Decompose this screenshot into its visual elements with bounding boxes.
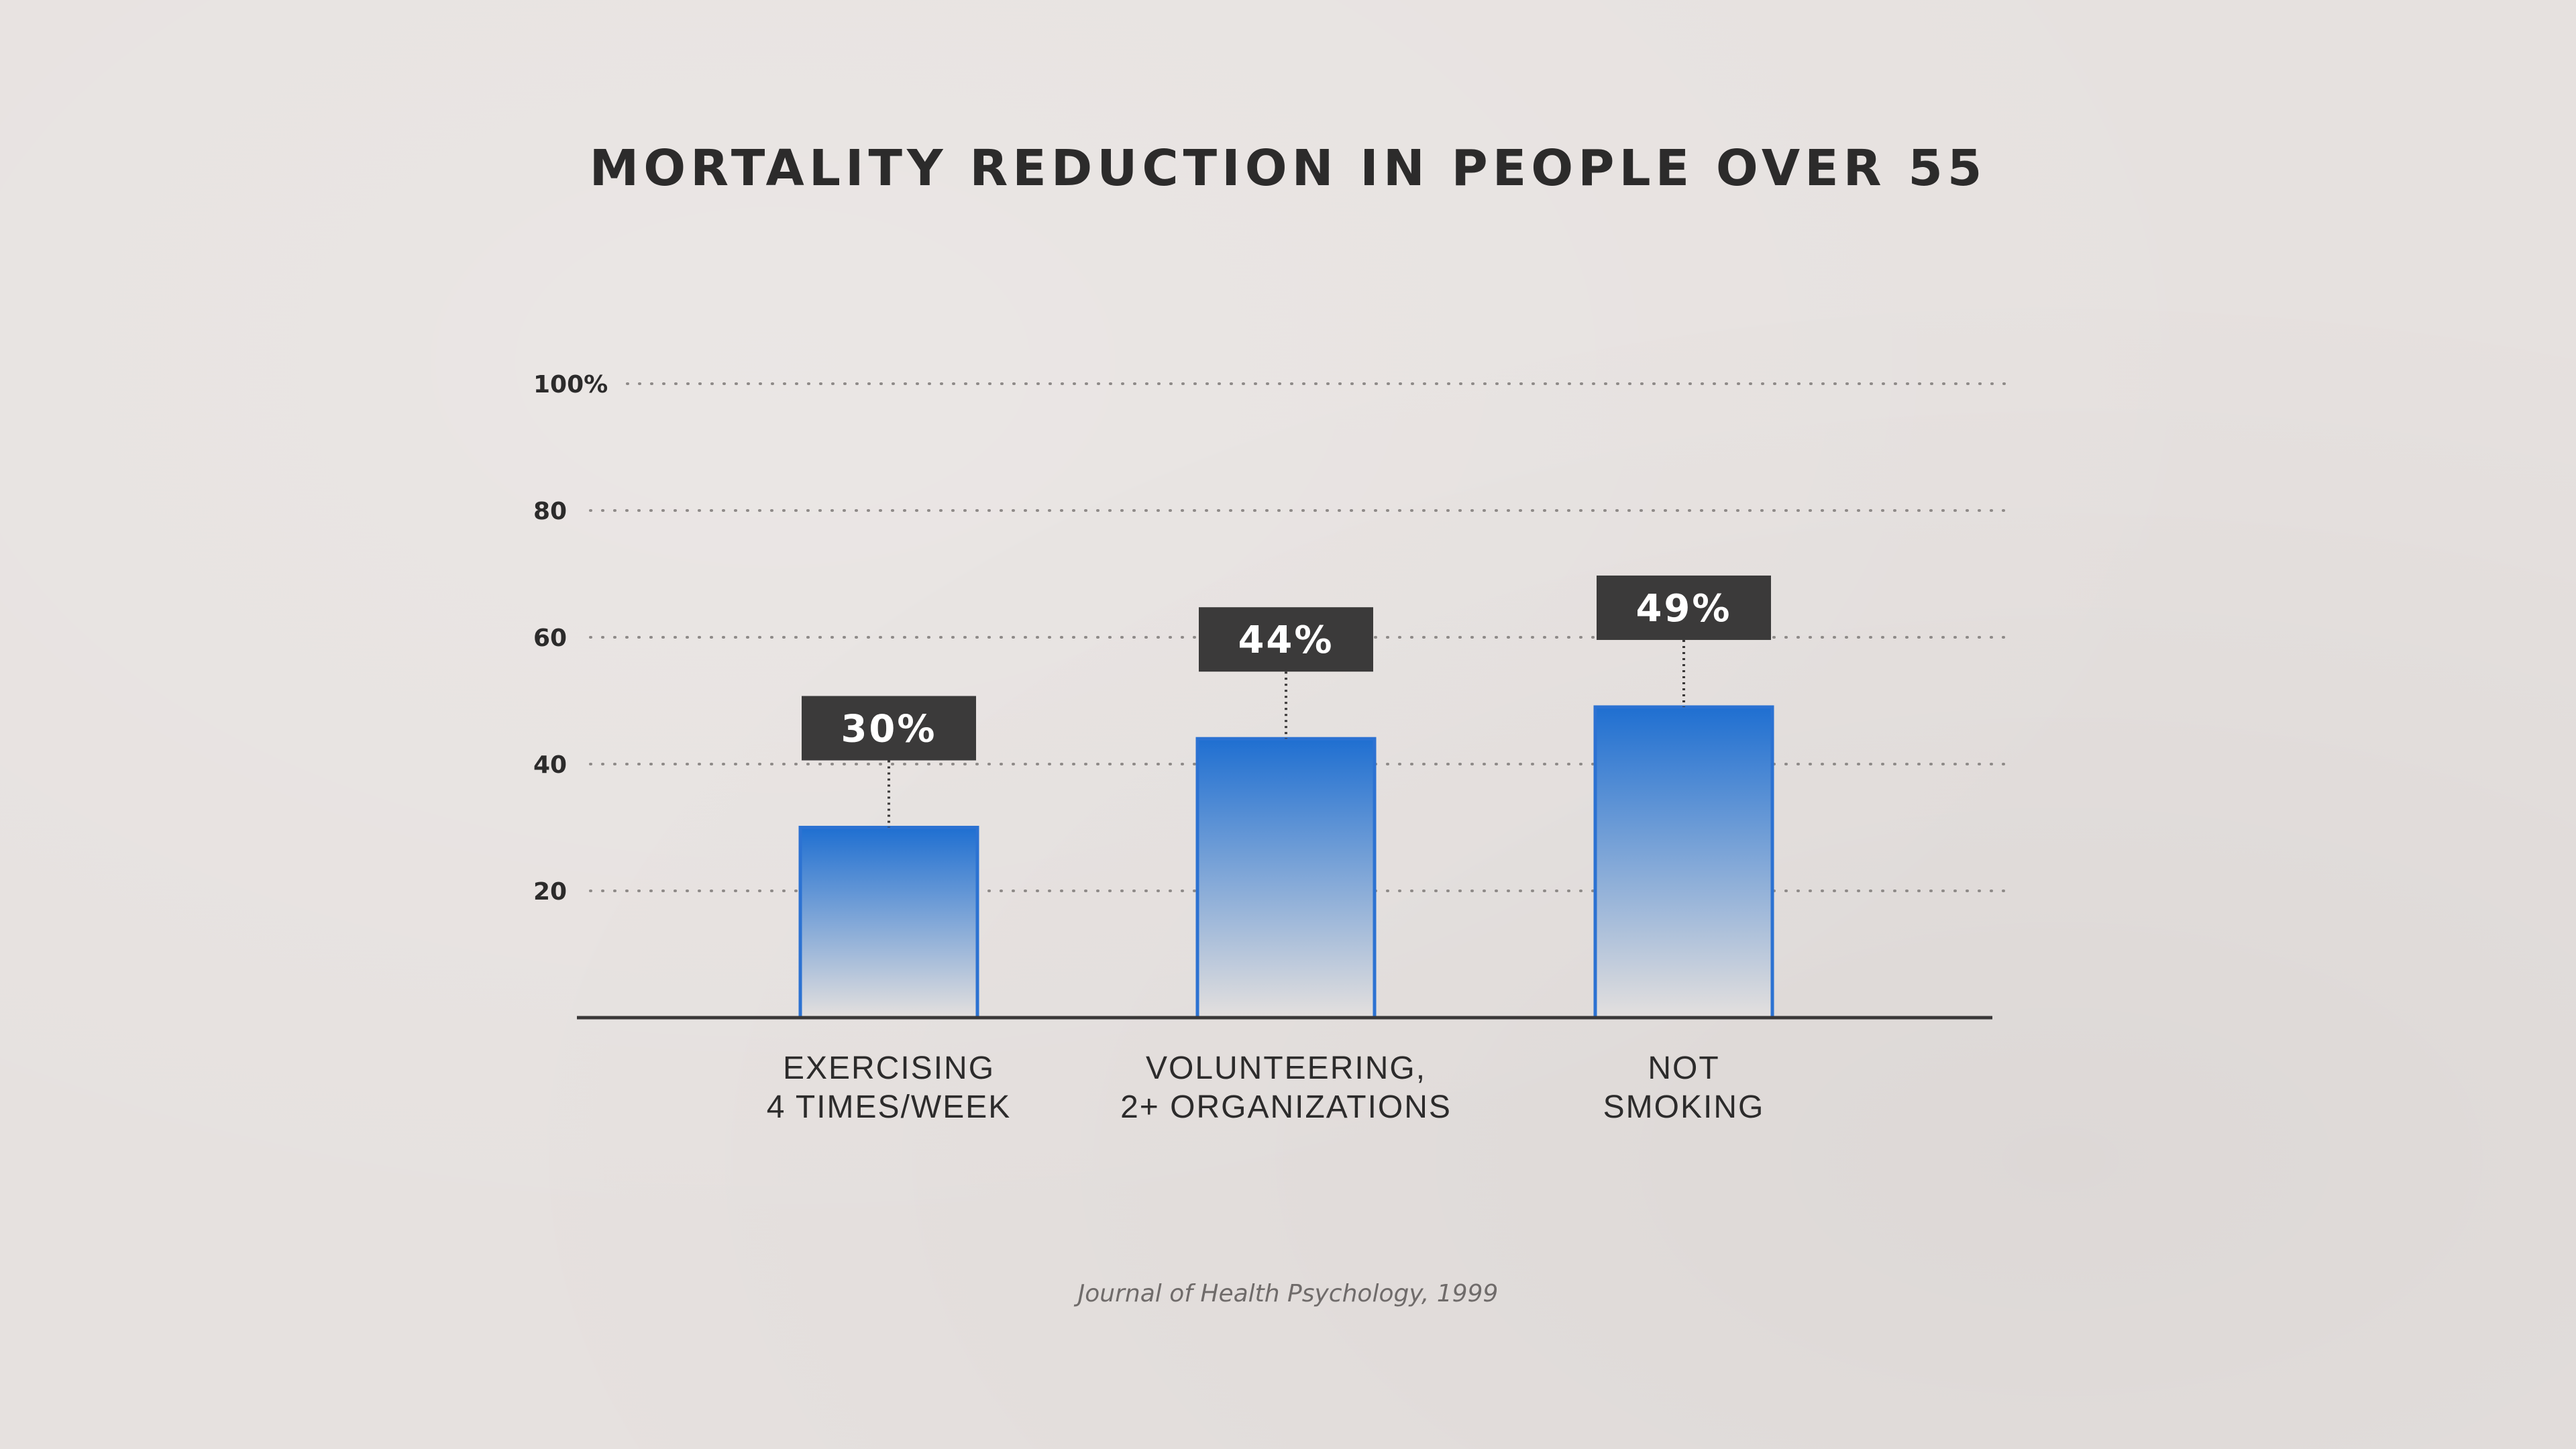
- data-label: 44%: [1238, 619, 1334, 662]
- data-label-box: [1199, 607, 1373, 672]
- grid-lines: 20 40 60 80 100%: [533, 371, 2007, 906]
- category-label: 2+ ORGANIZATIONS: [1120, 1089, 1452, 1125]
- y-tick-label: 40: [533, 751, 567, 779]
- category-label: 4 TIMES/WEEK: [767, 1089, 1012, 1125]
- category-label: VOLUNTEERING,: [1146, 1051, 1426, 1086]
- bar: [1195, 737, 1377, 1020]
- chart-title: MORTALITY REDUCTION IN PEOPLE OVER 55: [589, 140, 1987, 197]
- data-label: 30%: [841, 708, 936, 751]
- bar: [1593, 705, 1774, 1020]
- data-labels: 30% 44% 49%: [802, 575, 1771, 828]
- y-tick-label: 60: [533, 625, 567, 652]
- y-tick-label: 100%: [533, 371, 608, 398]
- y-tick-label: 80: [533, 498, 567, 525]
- category-label: EXERCISING: [783, 1051, 995, 1086]
- y-tick-label: 20: [533, 878, 567, 906]
- bar: [798, 826, 979, 1020]
- category-label: NOT: [1648, 1051, 1719, 1086]
- data-label-box: [1597, 575, 1771, 640]
- source-citation: Journal of Health Psychology, 1999: [1077, 1280, 1499, 1307]
- category-label: SMOKING: [1603, 1089, 1765, 1125]
- data-label: 49%: [1635, 587, 1731, 631]
- data-label-box: [802, 696, 976, 761]
